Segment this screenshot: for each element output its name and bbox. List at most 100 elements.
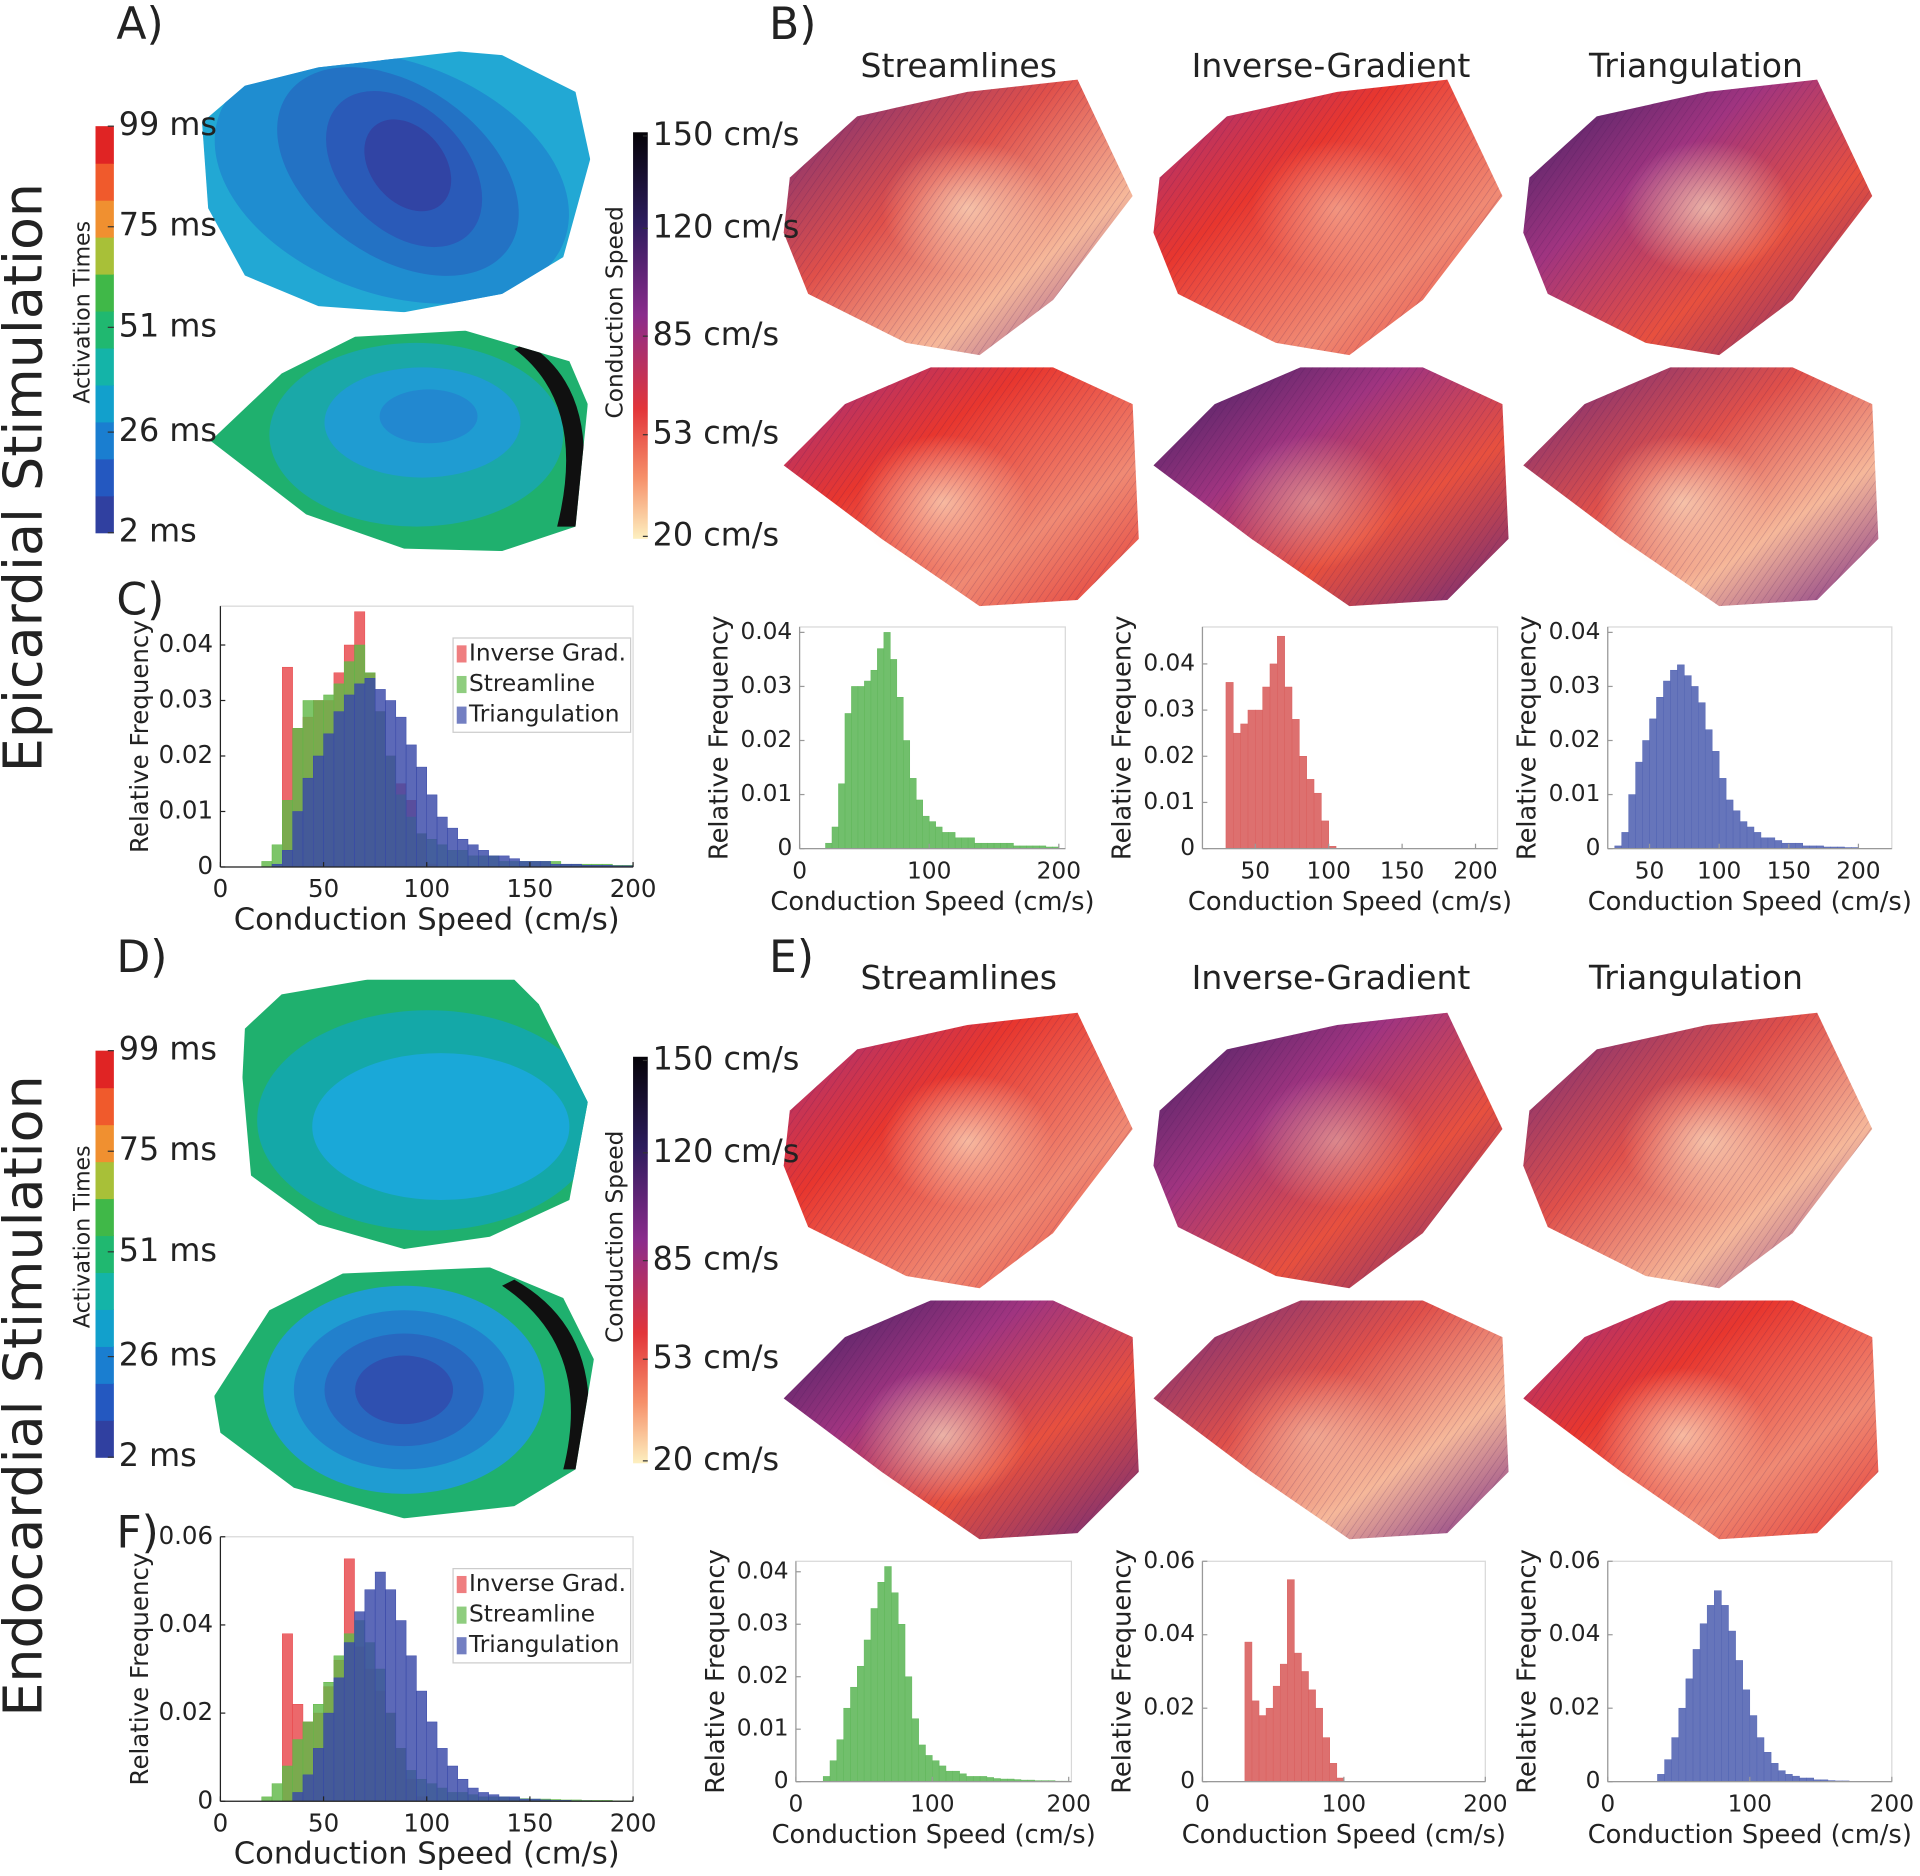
histogram-bar — [1279, 1663, 1288, 1782]
histogram-bar — [1244, 1641, 1253, 1782]
x-tick-label: 50 — [308, 1809, 339, 1838]
histogram-bar — [343, 1642, 355, 1802]
legend-swatch — [456, 645, 467, 663]
x-tick-label: 100 — [403, 874, 450, 903]
histogram-bar — [857, 1665, 865, 1782]
histogram-bar — [1721, 1605, 1729, 1782]
histogram-bar — [1315, 1707, 1323, 1782]
y-tick-label: 0.02 — [737, 1662, 789, 1689]
histogram-bar — [354, 683, 366, 867]
heart-surface — [202, 51, 591, 313]
colorbar — [633, 132, 648, 539]
legend-swatch — [456, 1606, 467, 1624]
histogram-bar — [904, 1676, 913, 1782]
bars — [822, 1566, 1069, 1782]
histogram-bar — [374, 1571, 386, 1802]
y-tick-label: 0.06 — [1143, 1547, 1195, 1574]
y-tick-label: 0.01 — [1549, 780, 1601, 807]
histogram-bar — [416, 766, 427, 867]
histogram-bar — [1301, 1671, 1309, 1782]
method-title: Triangulation — [1588, 958, 1803, 997]
histogram-bar — [1649, 718, 1657, 849]
x-tick-label: 0 — [213, 1809, 229, 1838]
method-title: Streamlines — [861, 958, 1057, 997]
histogram-bar — [844, 713, 852, 849]
histogram-bar — [911, 1718, 919, 1782]
histogram-bar — [1306, 779, 1315, 849]
colorbar-tick-label: 120 cm/s — [653, 1132, 800, 1170]
y-tick-label: 0.03 — [740, 672, 792, 699]
histogram-bar — [498, 855, 510, 867]
histogram-bar — [364, 678, 376, 867]
bars — [1244, 1579, 1345, 1782]
histogram-bar — [1269, 663, 1278, 849]
y-tick-label: 0.04 — [1143, 1620, 1195, 1647]
histogram-bar — [918, 1744, 926, 1782]
colorbar-label: Activation Times — [70, 221, 95, 404]
histogram-bar — [292, 1739, 304, 1802]
y-axis-label: Relative Frequency — [1107, 1549, 1137, 1794]
legend-label: Streamline — [469, 1601, 595, 1628]
histogram-bar — [333, 1677, 345, 1802]
y-tick-label: 0.06 — [1549, 1547, 1601, 1574]
histogram-bar — [1742, 1689, 1751, 1782]
histogram-bar — [1225, 682, 1234, 849]
colorbar-segment — [95, 421, 114, 460]
method-title: Streamlines — [861, 46, 1057, 85]
x-tick-label: 200 — [610, 874, 657, 903]
x-axis-label: Conduction Speed (cm/s) — [234, 902, 620, 937]
histogram-bar — [1664, 1759, 1672, 1782]
histogram-bar — [1725, 799, 1734, 849]
colorbar-tick-label: 150 cm/s — [653, 1039, 800, 1077]
histogram-bar — [1642, 740, 1650, 849]
histogram-bar — [509, 1796, 520, 1802]
histogram-bar — [825, 842, 833, 849]
histogram-bar — [993, 842, 1001, 849]
colorbar-segment — [95, 237, 114, 275]
legend-label: Triangulation — [468, 701, 620, 728]
x-tick-label: 200 — [1463, 1790, 1507, 1817]
histogram-bar — [974, 842, 982, 849]
panel-letter: E) — [769, 932, 814, 983]
histogram-bar — [1006, 842, 1014, 849]
histogram-bar — [1698, 702, 1706, 849]
histogram-bar — [877, 648, 885, 849]
histogram-bar — [1735, 1660, 1743, 1782]
x-tick-label: 0 — [789, 1790, 804, 1817]
histogram-bar — [1691, 686, 1699, 849]
y-tick-label: 0.01 — [1143, 788, 1195, 815]
histogram-bar — [1792, 1775, 1800, 1782]
panel-letter: A) — [116, 0, 163, 50]
histogram-bar — [1770, 1763, 1779, 1782]
histogram-bar — [385, 700, 397, 867]
histogram-bar — [405, 1655, 417, 1802]
histogram-bar — [1795, 842, 1803, 849]
histogram-bar — [395, 716, 407, 867]
vector-field-texture — [1523, 79, 1873, 356]
histogram-bar — [1262, 686, 1271, 849]
histogram-bar — [870, 669, 878, 849]
histogram-bar — [1677, 664, 1685, 849]
x-tick-label: 200 — [1047, 1790, 1091, 1817]
histogram-bar — [909, 778, 917, 849]
y-tick-label: 0 — [197, 851, 213, 880]
x-axis-label: Conduction Speed (cm/s) — [234, 1837, 620, 1872]
histogram-bar — [1308, 1689, 1316, 1782]
y-tick-label: 0.02 — [1549, 726, 1601, 753]
y-tick-label: 0 — [1180, 1767, 1195, 1794]
y-tick-label: 0 — [1586, 1767, 1601, 1794]
histogram-bar — [884, 1566, 892, 1782]
histogram-bar — [364, 1589, 376, 1802]
colorbar-segment — [95, 1161, 114, 1200]
histogram-bar — [954, 837, 962, 849]
colorbar-segment — [95, 200, 114, 238]
x-tick-label: 100 — [1697, 857, 1741, 884]
histogram-bar — [935, 826, 943, 849]
histogram-bar — [519, 861, 531, 867]
y-tick-label: 0.04 — [1549, 1620, 1601, 1647]
histogram-bar — [836, 1739, 844, 1782]
histogram-bar — [1749, 1715, 1758, 1782]
y-tick-label: 0.03 — [737, 1610, 789, 1637]
